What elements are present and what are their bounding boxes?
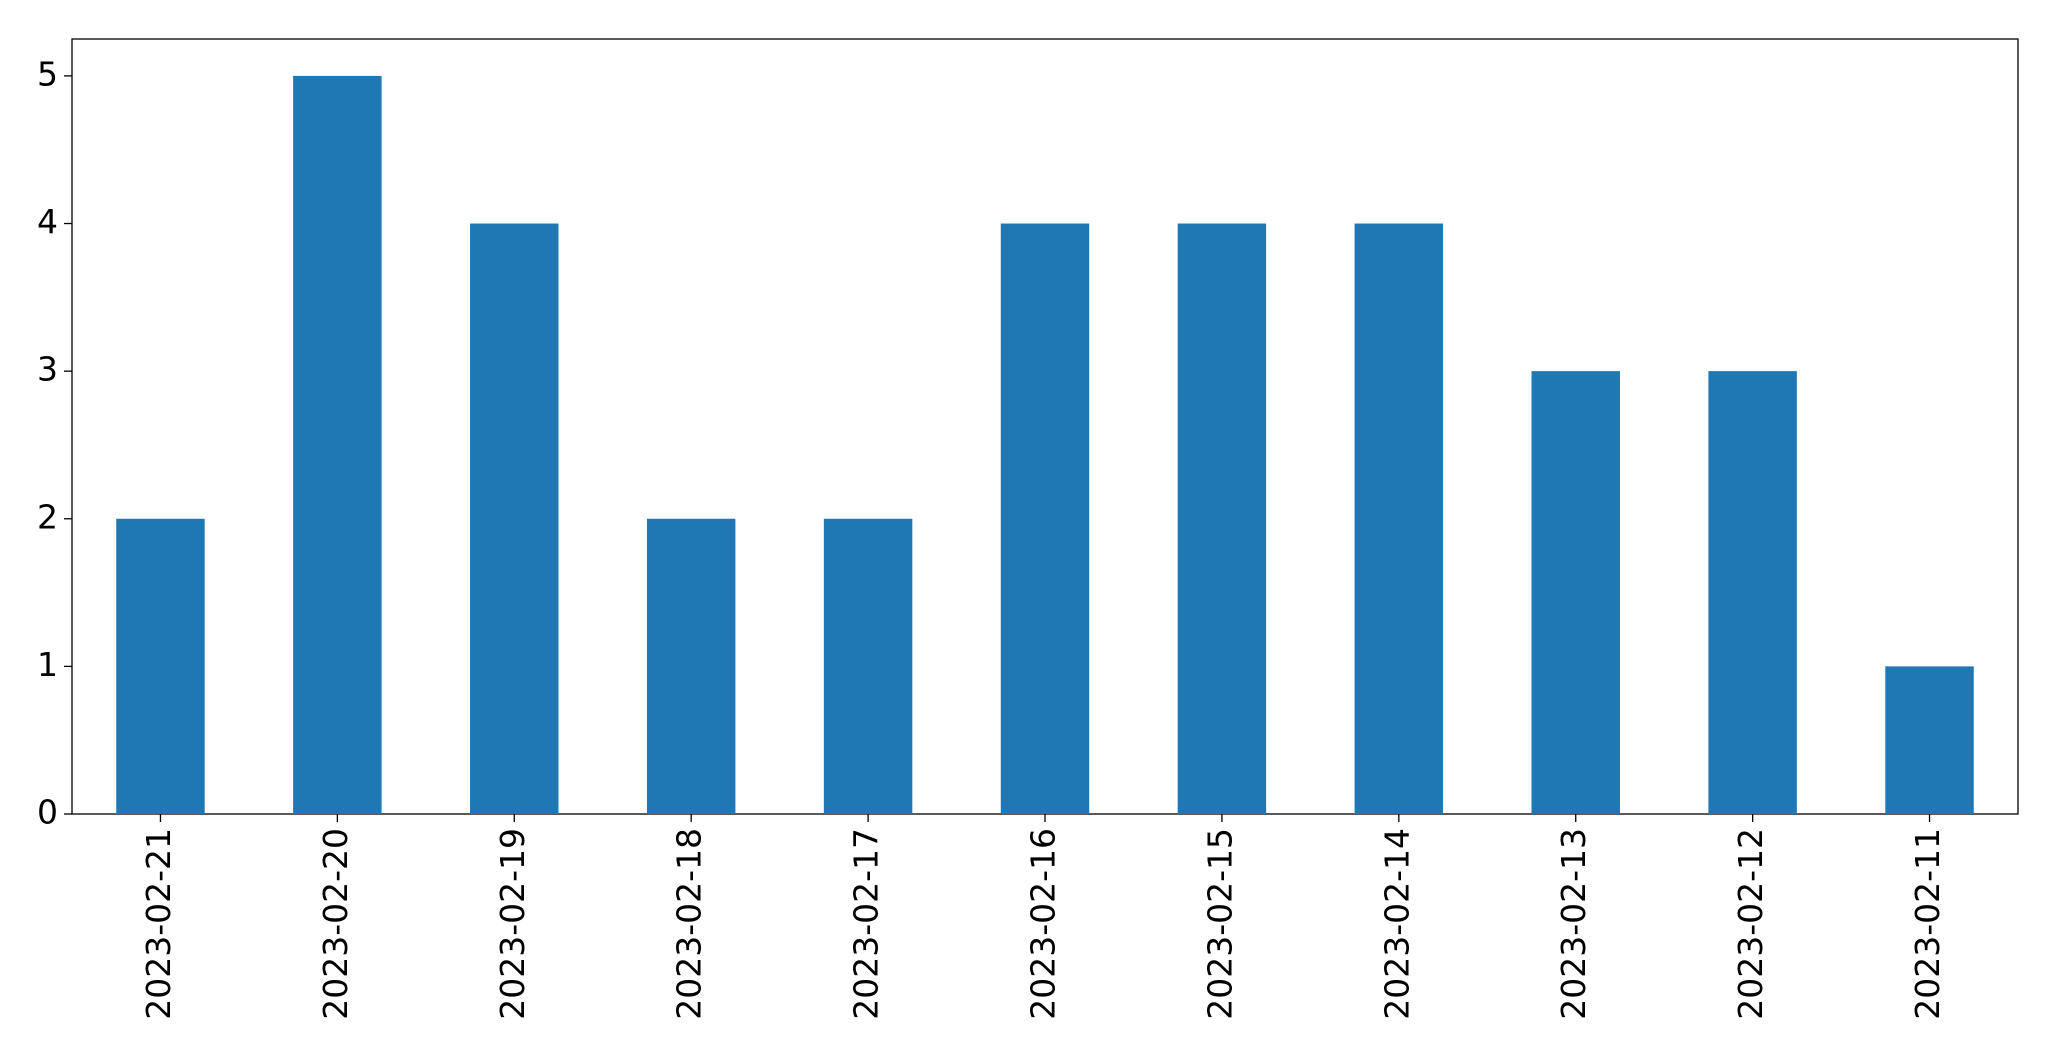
bar: [1708, 371, 1797, 814]
y-tick-label: 4: [37, 202, 58, 241]
x-tick-label: 2023-02-16: [1024, 828, 1063, 1020]
x-tick-label: 2023-02-18: [670, 828, 709, 1020]
bar: [1531, 371, 1620, 814]
x-tick-label: 2023-02-21: [139, 828, 178, 1020]
y-tick-label: 2: [37, 497, 58, 536]
bar: [823, 518, 913, 814]
x-tick-label: 2023-02-17: [847, 828, 886, 1020]
x-tick-label: 2023-02-14: [1377, 828, 1416, 1020]
bar: [1177, 223, 1267, 814]
bar: [646, 518, 736, 814]
bar: [1000, 223, 1090, 814]
x-tick-label: 2023-02-11: [1908, 828, 1947, 1020]
y-tick-label: 1: [37, 645, 58, 684]
bar: [470, 223, 559, 814]
y-tick-label: 0: [37, 793, 58, 832]
bar: [293, 75, 382, 814]
y-tick-label: 3: [37, 350, 58, 389]
x-tick-label: 2023-02-20: [316, 828, 355, 1020]
x-tick-label: 2023-02-19: [493, 828, 532, 1020]
x-tick-label: 2023-02-12: [1731, 828, 1770, 1020]
bar: [1885, 666, 1974, 814]
bar: [1354, 223, 1444, 814]
bar: [116, 518, 205, 814]
x-tick-label: 2023-02-15: [1200, 828, 1239, 1020]
y-tick-label: 5: [37, 54, 58, 93]
x-tick-label: 2023-02-13: [1554, 828, 1593, 1020]
